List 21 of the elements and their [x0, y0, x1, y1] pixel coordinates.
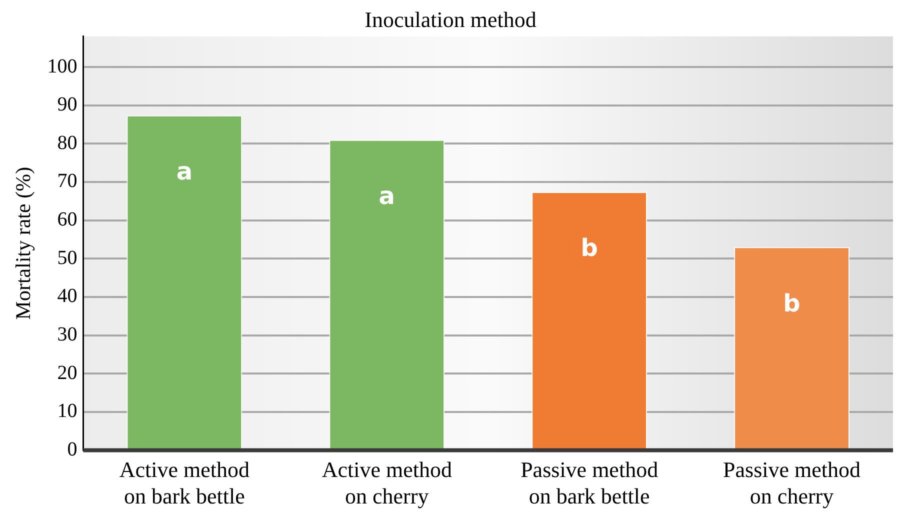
y-tick-label: 80 — [57, 132, 78, 154]
annotation: b — [783, 289, 800, 318]
annotation: a — [176, 158, 193, 186]
x-tick-label: Active method on bark bettle — [119, 457, 250, 509]
x-tick-label: Active method on cherry — [322, 457, 452, 509]
chart-title: Inoculation method — [364, 6, 536, 32]
y-axis-title: Mortality rate (%) — [11, 166, 36, 320]
x-tick-label: Passive method on cherry — [723, 457, 861, 509]
x-tick-label: Passive method on bark bettle — [520, 457, 658, 509]
y-tick-label: 70 — [57, 170, 78, 192]
y-tick-label: 30 — [57, 324, 78, 346]
annotation: b — [580, 234, 598, 262]
y-tick-label: 10 — [57, 400, 78, 422]
annotation: a — [378, 182, 395, 210]
y-tick-label: 40 — [57, 285, 78, 308]
y-tick-label: 90 — [57, 94, 78, 116]
y-tick-label: 100 — [47, 55, 78, 78]
y-tick-label: 50 — [57, 246, 78, 269]
y-tick-label: 20 — [57, 362, 78, 384]
y-tick-label: 0 — [67, 438, 78, 460]
y-tick-label: 60 — [57, 208, 78, 231]
